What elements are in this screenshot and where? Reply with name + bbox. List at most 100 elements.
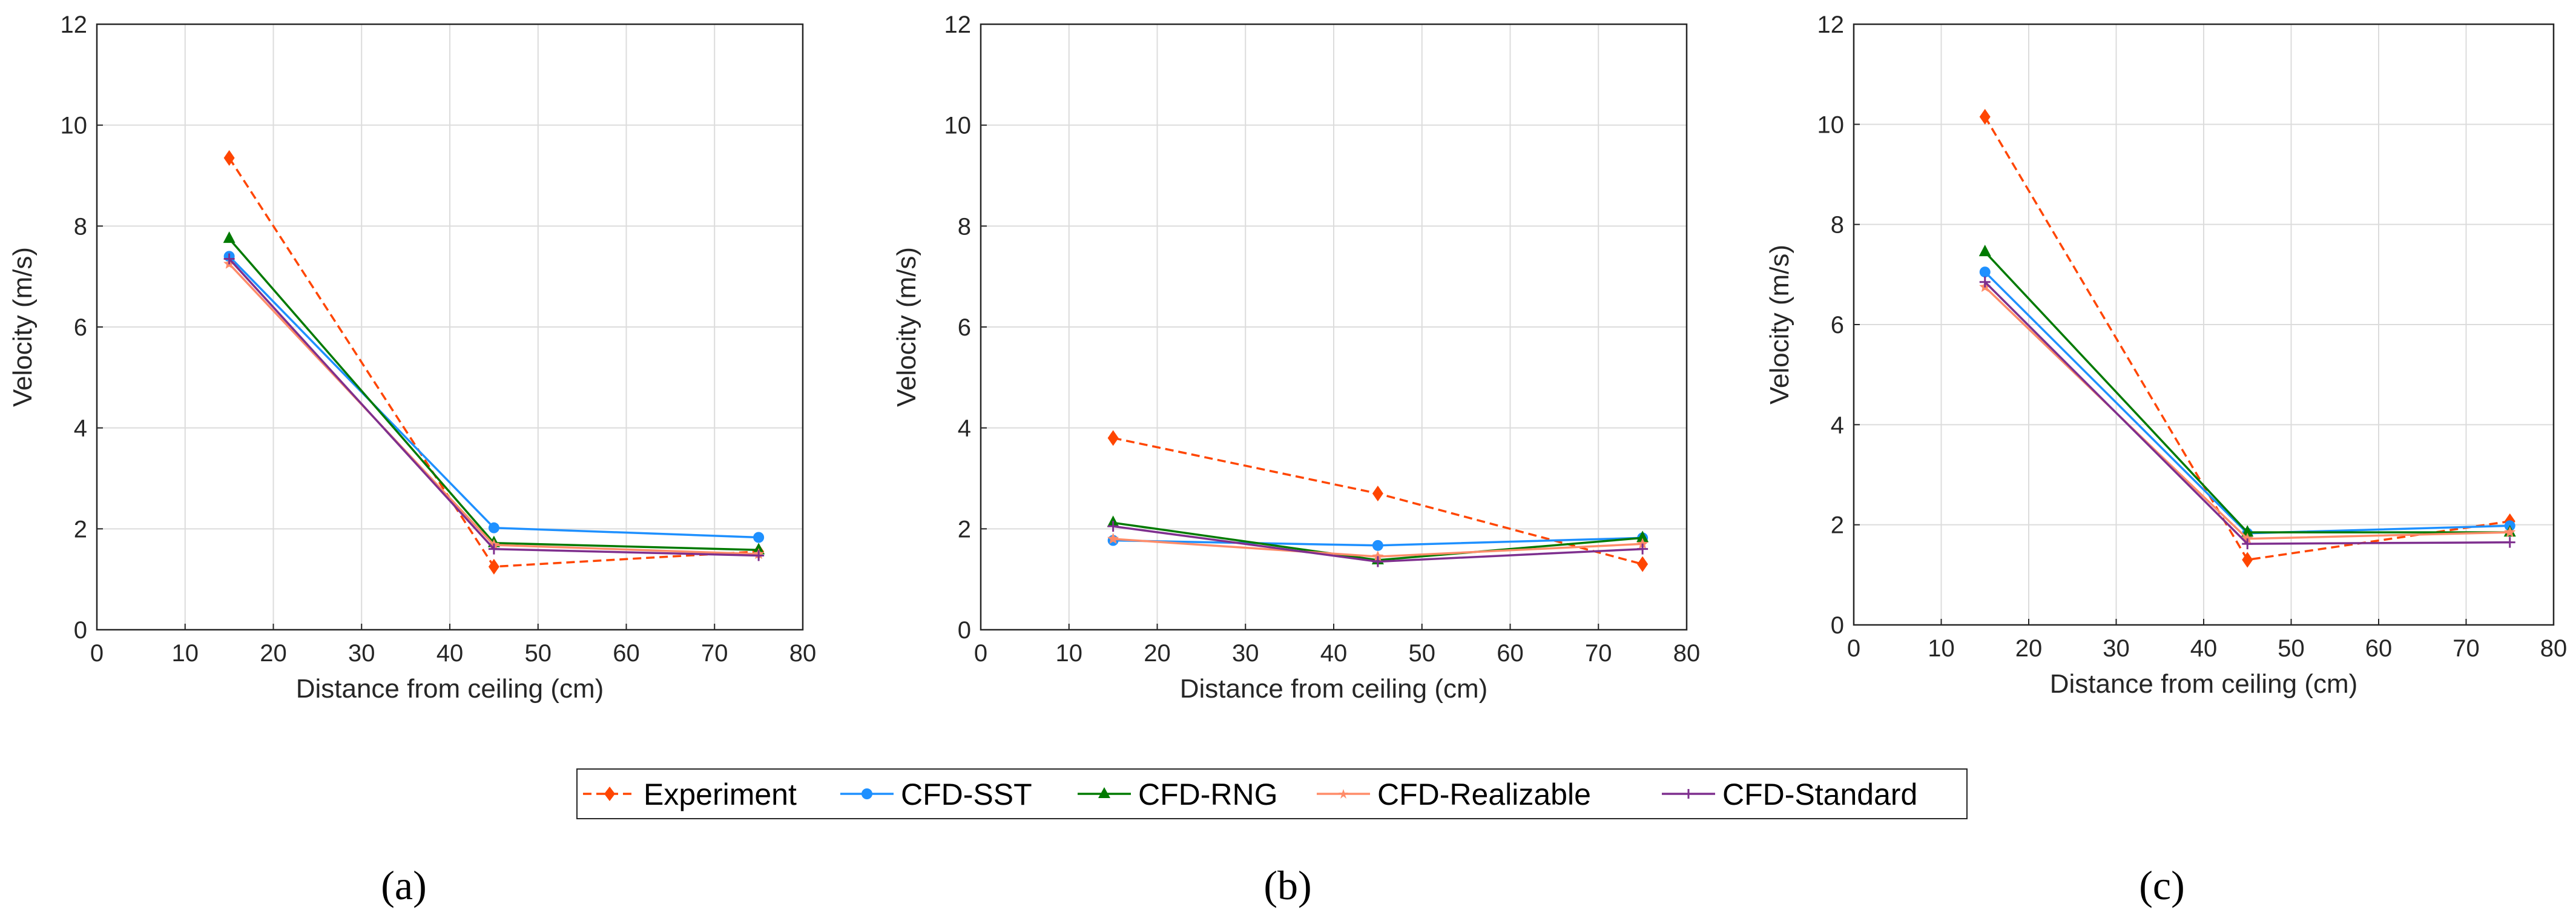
panel-b-series-cfd-standard-point (1107, 521, 1119, 532)
panel-c: 0 10 20 30 40 50 60 70 80 0 2 4 6 8 10 12 Distance from … (1765, 12, 2567, 699)
panel-a-series-cfd-standard-point (488, 543, 499, 555)
legend-box (576, 768, 1968, 819)
legend-entry-experiment: Experiment (583, 777, 797, 811)
panel-label-a: (a) (381, 862, 426, 908)
panel-b-xlabel: Distance from ceiling (cm) (1180, 674, 1488, 704)
panel-a-ylabel: Velocity (m/s) (8, 247, 38, 407)
panel-c-xtick-label: 80 (2540, 635, 2568, 662)
panel-c-series-cfd-rng-point (2241, 525, 2254, 537)
panel-c-series-cfd-rng-point (1978, 245, 1991, 257)
panel-b-series-cfd-realizable-point (1636, 538, 1649, 549)
panel-a-ytick-label: 8 (74, 213, 87, 240)
panel-c-series-cfd-standard (1979, 276, 2515, 550)
panel-b-xtick-label: 40 (1320, 640, 1348, 667)
panel-a-series-experiment (223, 150, 765, 575)
legend-marker-cfd-rng (1098, 787, 1110, 798)
panel-c-series-cfd-sst-point (1979, 266, 1991, 278)
panel-a-series-cfd-standard-point (753, 550, 765, 561)
panel-a-series-cfd-rng-line (228, 238, 759, 552)
panel-c-xtick-label: 60 (2365, 635, 2393, 662)
panel-b-xtick-label: 60 (1497, 640, 1524, 667)
panel-c-series-cfd-standard-point (2504, 536, 2515, 548)
panel-b-series-experiment-point (1637, 556, 1649, 572)
panel-b-xtick-label: 50 (1409, 640, 1436, 667)
panel-a-series-cfd-sst-point (753, 532, 765, 543)
panel-b-xtick-label: 30 (1232, 640, 1259, 667)
panel-b-xtick-label: 10 (1056, 640, 1083, 667)
panel-a-xtick-label: 10 (172, 640, 199, 667)
panel-c-xtick-label: 0 (1847, 635, 1860, 662)
panel-a-xtick-label: 0 (90, 640, 104, 667)
panel-a-series-cfd-realizable-line (228, 263, 759, 555)
panel-a-ytick-label: 12 (61, 12, 88, 38)
panel-b-ytick-label: 6 (958, 314, 971, 341)
panel-c-ytick-label: 8 (1831, 212, 1844, 239)
panel-b-series-experiment-point (1107, 430, 1119, 446)
panel-a-xtick-label: 80 (789, 640, 817, 667)
panel-c-xtick-label: 10 (1928, 635, 1955, 662)
panel-a: 0 10 20 30 40 50 60 70 80 0 2 4 6 8 10 12 Distance from … (8, 12, 816, 704)
panel-c-series-cfd-realizable-point (2241, 532, 2253, 544)
panel-c-series-cfd-rng-line (1984, 251, 2510, 533)
panel-c-series-experiment (1979, 108, 2515, 568)
panel-c-ylabel: Velocity (m/s) (1765, 245, 1794, 404)
panel-a-series-cfd-standard-point (223, 253, 235, 265)
panel-c-ytick-label: 12 (1817, 12, 1845, 38)
panel-a-series-cfd-sst-point (488, 522, 499, 533)
panel-a-ytick-label: 2 (74, 516, 87, 543)
panel-a-series-cfd-realizable (223, 257, 765, 560)
panel-b-ytick-label: 2 (958, 516, 971, 543)
panel-a-ytick-label: 4 (74, 415, 87, 442)
panel-b-ytick-label: 4 (958, 415, 971, 442)
panel-a-xtick-label: 70 (701, 640, 728, 667)
panel-b-ytick-label: 8 (958, 213, 971, 240)
panel-b-ytick-label: 12 (944, 12, 972, 38)
panel-a-series-cfd-rng-point (223, 231, 236, 243)
panel-c-ytick-label: 10 (1817, 111, 1845, 138)
legend-marker-cfd-standard (1684, 789, 1693, 799)
legend-label-experiment: Experiment (644, 777, 797, 811)
panel-a-series-experiment-point (223, 150, 235, 166)
legend-label-cfd-standard: CFD-Standard (1722, 777, 1917, 811)
panel-b-xtick-label: 0 (974, 640, 987, 667)
panel-b-series-cfd-standard-point (1637, 543, 1649, 555)
panel-a-series-cfd-sst (223, 251, 765, 543)
panel-a-xtick-label: 50 (525, 640, 552, 667)
panel-c-series-cfd-rng (1978, 245, 2516, 537)
panel-b-series-cfd-standard-point (1372, 556, 1383, 567)
panel-c-xtick-label: 50 (2278, 635, 2305, 662)
legend-label-cfd-sst: CFD-SST (901, 777, 1032, 811)
panel-c-series-cfd-sst (1979, 266, 2515, 539)
panel-c-xtick-label: 70 (2452, 635, 2480, 662)
panel-a-grid (96, 24, 803, 630)
legend-label-cfd-rng: CFD-RNG (1138, 777, 1278, 811)
panel-b-series-cfd-realizable-point (1107, 533, 1119, 544)
panel-label-c: (c) (2139, 862, 2184, 908)
panel-a-xtick-label: 40 (436, 640, 464, 667)
panel-c-xtick-label: 20 (2015, 635, 2043, 662)
legend-marker-experiment (604, 787, 615, 801)
panel-label-b: (b) (1263, 862, 1311, 908)
panel-c-xtick-label: 30 (2103, 635, 2130, 662)
panel-c-series-experiment-point (2242, 552, 2253, 568)
panel-b-ytick-label: 0 (958, 617, 971, 644)
panel-a-ytick-label: 0 (74, 617, 87, 644)
panel-c-ytick-label: 4 (1831, 412, 1844, 438)
panel-a-xlabel: Distance from ceiling (cm) (296, 674, 604, 704)
panel-c-series-cfd-realizable (1979, 281, 2516, 544)
panel-b-series-experiment-point (1372, 486, 1383, 501)
panel-b-series-cfd-sst-point (1372, 540, 1383, 551)
panel-a-xtick-label: 30 (348, 640, 375, 667)
panel-c-ytick-label: 6 (1831, 312, 1844, 338)
panel-b: 0 10 20 30 40 50 60 70 80 0 2 4 6 8 10 12 Distance from … (892, 12, 1700, 704)
panel-b-xtick-label: 70 (1585, 640, 1612, 667)
panel-c-series-cfd-realizable-point (2504, 526, 2516, 538)
panel-b-ylabel: Velocity (m/s) (892, 247, 921, 407)
panel-c-series-cfd-standard-point (1979, 276, 1991, 288)
panel-c-xtick-label: 40 (2190, 635, 2218, 662)
panel-a-ytick-label: 10 (61, 113, 88, 139)
panel-c-series-cfd-standard-point (2242, 538, 2253, 550)
panel-a-series-experiment-point (488, 558, 499, 575)
legend-entry-cfd-rng: CFD-RNG (1078, 777, 1278, 811)
